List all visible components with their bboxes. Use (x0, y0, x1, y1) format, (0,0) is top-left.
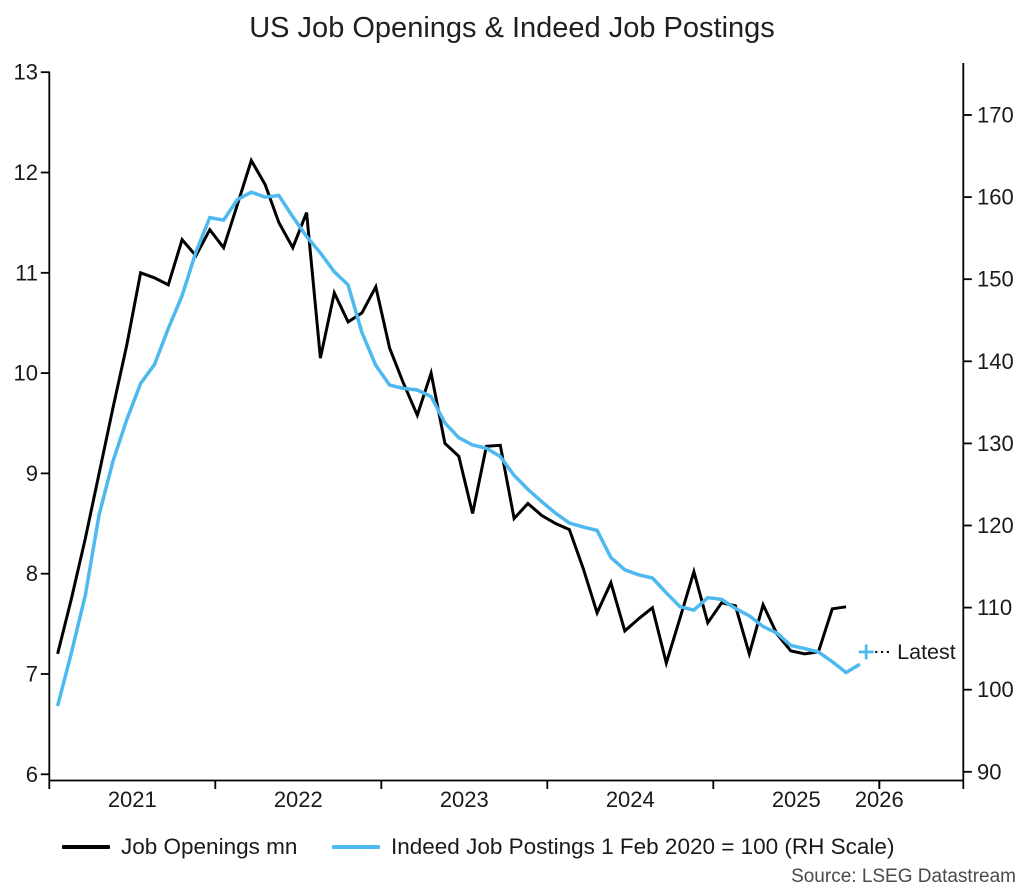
series-line-job-openings (56, 156, 847, 669)
source-credit: Source: LSEG Datastream (791, 866, 1016, 887)
y-axis-right-tick-label: 170 (977, 103, 1014, 128)
x-axis-tick-label: 2021 (108, 787, 157, 812)
y-axis-left-tick-label: 13 (14, 60, 38, 85)
chart-title: US Job Openings & Indeed Job Postings (249, 12, 775, 44)
y-axis-right-tick-label: 160 (977, 185, 1014, 210)
y-axis-left-tick-label: 12 (14, 160, 38, 185)
legend-item-indeed-postings: Indeed Job Postings 1 Feb 2020 = 100 (RH… (332, 833, 894, 861)
x-axis-tick-label: 2025 (772, 787, 821, 812)
x-axis-tick-label: 2023 (440, 787, 489, 812)
y-axis-right-tick-label: 140 (977, 349, 1014, 374)
y-axis-left-tick-label: 11 (15, 260, 38, 285)
y-axis-right-tick-label: 90 (977, 759, 1001, 784)
y-axis-left-tick-label: 7 (26, 662, 38, 687)
x-axis-tick-label: 2026 (855, 787, 904, 812)
y-axis-left-tick-label: 10 (14, 361, 38, 386)
y-axis-right-tick-label: 100 (977, 677, 1014, 702)
legend-swatch-indeed-postings (332, 845, 380, 849)
legend-label-job-openings: Job Openings mn (121, 834, 298, 859)
y-axis-right-tick-label: 120 (977, 513, 1014, 538)
series-line-indeed-postings (55, 190, 861, 707)
y-axis-right-tick-label: 110 (977, 595, 1012, 620)
y-axis-right-tick-label: 130 (977, 431, 1014, 456)
legend-label-indeed-postings: Indeed Job Postings 1 Feb 2020 = 100 (RH… (391, 834, 895, 859)
x-axis-tick-label: 2022 (274, 787, 323, 812)
y-axis-left-tick-label: 6 (26, 762, 38, 787)
y-axis-left-tick-label: 8 (26, 561, 38, 586)
y-axis-right-tick-label: 150 (977, 267, 1014, 292)
legend-item-job-openings: Job Openings mn (62, 833, 297, 861)
latest-annotation-label: Latest (897, 640, 956, 664)
x-axis-tick-label: 2024 (606, 787, 655, 812)
y-axis-left-tick-label: 9 (26, 461, 38, 486)
legend-swatch-job-openings (62, 845, 110, 849)
